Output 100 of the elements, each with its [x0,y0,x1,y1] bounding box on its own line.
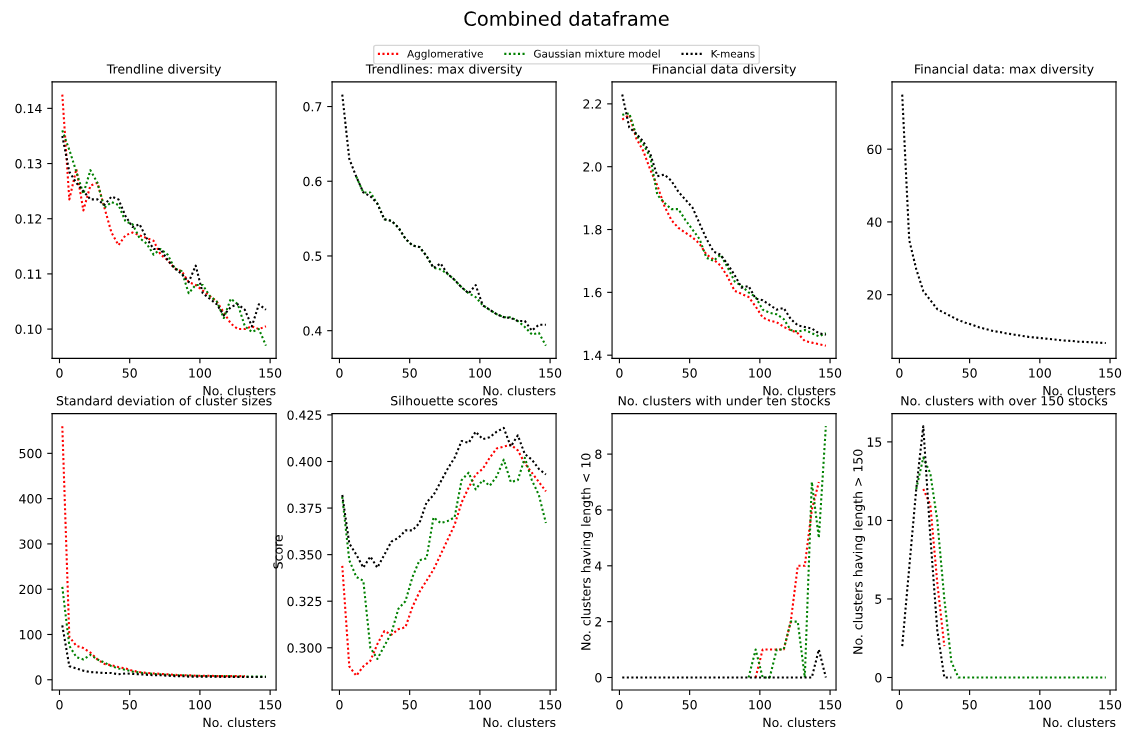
x-tick-label: 0 [616,700,623,710]
y-tick-label: 60 [867,144,882,155]
y-tick-label: 5 [875,594,882,604]
x-tick-label: 100 [469,700,491,710]
x-tick-label: 150 [539,368,562,378]
y-tick-label: 500 [19,448,42,459]
x-tick-label: 150 [259,700,282,710]
x-tick-label: 100 [469,368,491,378]
x-tick-label: 150 [539,700,562,710]
chart-title: Trendlines: max diversity [365,64,522,77]
y-tick-label: 1.6 [583,287,602,298]
x-tick-label: 50 [682,368,697,378]
x-tick-label: 50 [122,368,137,378]
x-tick-label: 100 [189,368,212,378]
x-axis-title: No. clusters [483,717,556,728]
y-tick-label: 0.425 [287,410,322,420]
x-axis-title: No. clusters [483,385,556,396]
y-tick-label: 0.6 [303,176,322,187]
x-tick-label: 0 [896,700,903,710]
x-tick-label: 50 [402,368,417,378]
y-tick-label: 0.13 [15,159,42,169]
x-tick-label: 50 [962,700,977,710]
x-axis-title: No. clusters [1043,717,1116,728]
y-tick-label: 0.300 [287,643,322,653]
x-axis-title: No. clusters [763,717,836,728]
y-tick-label: 15 [867,437,882,447]
y-tick-label: 0.10 [15,324,42,334]
y-tick-label: 0.325 [287,596,322,607]
y-tick-label: 4 [594,561,602,571]
x-tick-label: 150 [1099,368,1122,378]
chart-title: Financial data diversity [652,64,797,77]
x-axis-title: No. clusters [1043,385,1116,396]
y-tick-label: 0.375 [287,503,322,513]
legend-label: Agglomerative [407,49,483,60]
y-tick-label: 0 [595,672,602,683]
chart-title: Silhouette scores [391,395,498,406]
chart-title: Standard deviation of cluster sizes [56,395,272,406]
chart-title: Financial data: max diversity [915,64,1094,77]
y-axis-title: No. clusters having length < 10 [580,453,593,650]
text: Combined dataframe [464,10,669,27]
x-tick-label: 150 [819,368,842,378]
y-tick-label: 200 [19,584,42,595]
y-axis-title: Score [273,535,283,569]
x-tick-label: 150 [1099,700,1122,710]
x-tick-label: 150 [259,368,282,378]
y-tick-label: 0.7 [303,102,322,112]
legend-label: Gaussian mixture model [534,49,660,58]
y-tick-label: 8 [595,449,602,460]
y-tick-label: 0.14 [15,103,42,114]
x-axis-title: No. clusters [203,717,276,728]
x-tick-label: 0 [336,368,343,378]
x-tick-label: 100 [1029,700,1051,710]
y-tick-label: 20 [867,290,882,300]
y-tick-label: 400 [19,494,42,504]
y-tick-label: 100 [19,629,42,640]
x-tick-label: 50 [122,700,137,710]
y-tick-label: 0.5 [303,251,322,261]
line-series [754,480,820,679]
y-tick-label: 2.2 [583,99,602,109]
y-tick-label: 2.0 [583,162,602,172]
y-axis-title: No. clusters having length > 150 [852,449,866,654]
x-tick-label: 100 [749,700,771,710]
y-tick-label: 300 [19,539,42,549]
line-series [901,93,1107,345]
y-tick-label: 6 [595,505,602,515]
y-tick-label: 0 [875,672,882,683]
line-series [922,487,946,648]
line-series [355,175,547,347]
x-tick-label: 50 [962,368,977,378]
x-tick-label: 150 [819,700,842,710]
x-tick-label: 0 [896,368,903,378]
x-tick-label: 50 [682,700,697,710]
y-tick-label: 0 [35,675,42,685]
line-series [61,425,246,678]
line-series [61,624,267,679]
line-series [61,93,267,331]
chart-title: Trendline diversity [106,64,222,77]
x-tick-label: 0 [616,368,623,378]
line-series [341,93,547,332]
x-axis-title: No. clusters [203,385,276,396]
y-tick-label: 2 [595,617,602,627]
legend-label: K-means [711,49,755,58]
y-tick-label: 1.8 [583,224,602,235]
y-tick-label: 0.350 [287,550,322,560]
y-tick-label: 0.11 [15,269,42,279]
line-series [747,425,827,679]
line-series [341,426,547,569]
x-tick-label: 100 [1029,368,1051,378]
y-tick-label: 10 [867,515,882,526]
chart-title: No. clusters with over 150 stocks [901,395,1108,406]
x-tick-label: 100 [749,368,771,378]
x-tick-label: 100 [189,700,212,710]
x-axis-title: No. clusters [763,385,836,396]
x-tick-label: 0 [56,700,63,710]
chart-title: No. clusters with under ten stocks [618,395,830,406]
y-tick-label: 0.4 [303,326,322,336]
line-series [915,456,1107,679]
x-tick-label: 0 [336,700,343,710]
x-tick-label: 0 [56,368,63,378]
line-series [901,425,953,679]
